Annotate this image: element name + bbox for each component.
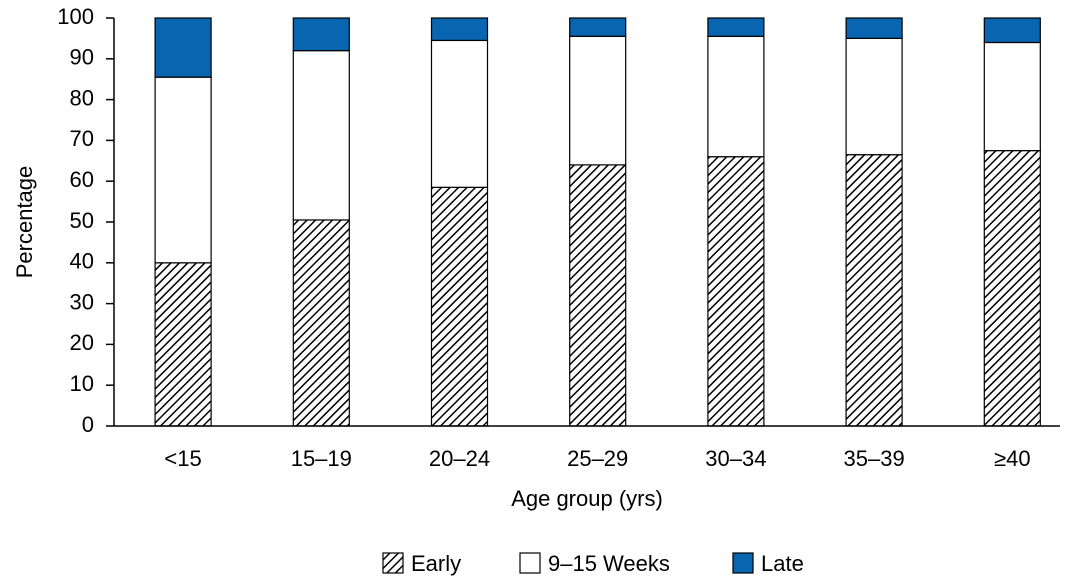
bar-segment bbox=[569, 17, 627, 37]
y-tick-label: 40 bbox=[70, 249, 94, 274]
x-tick-label: 20–24 bbox=[429, 446, 490, 471]
legend-label: Late bbox=[761, 551, 804, 576]
y-tick-label: 90 bbox=[70, 45, 94, 70]
y-tick-label: 20 bbox=[70, 330, 94, 355]
bar-segment bbox=[707, 156, 765, 427]
y-tick-label: 30 bbox=[70, 289, 94, 314]
y-tick-label: 80 bbox=[70, 85, 94, 110]
bar-segment bbox=[845, 154, 903, 427]
y-tick-label: 0 bbox=[82, 412, 94, 437]
legend-label: Early bbox=[411, 551, 461, 576]
x-tick-label: 35–39 bbox=[844, 446, 905, 471]
bar-segment bbox=[845, 37, 903, 156]
bar-segment bbox=[707, 17, 765, 37]
bar-segment bbox=[845, 17, 903, 39]
legend-swatch bbox=[732, 552, 754, 574]
legend-swatch bbox=[382, 552, 404, 574]
legend-swatch bbox=[519, 552, 541, 574]
bar-segment bbox=[154, 76, 212, 264]
x-tick-label: ≥40 bbox=[994, 446, 1031, 471]
y-axis-label: Percentage bbox=[12, 166, 37, 279]
bar-segment bbox=[569, 164, 627, 427]
x-tick-label: 30–34 bbox=[705, 446, 766, 471]
y-tick-label: 100 bbox=[57, 4, 94, 29]
bar-segment bbox=[707, 35, 765, 158]
bar-segment bbox=[430, 186, 489, 427]
bar-segment bbox=[983, 17, 1041, 44]
bar-segment bbox=[292, 50, 350, 221]
y-tick-label: 70 bbox=[70, 126, 94, 151]
x-axis-label: Age group (yrs) bbox=[511, 486, 663, 511]
x-tick-label: <15 bbox=[164, 446, 201, 471]
y-tick-label: 50 bbox=[70, 208, 94, 233]
bar-segment bbox=[154, 262, 212, 427]
legend-label: 9–15 Weeks bbox=[548, 551, 670, 576]
bar-segment bbox=[292, 219, 350, 427]
bar-segment bbox=[430, 17, 489, 42]
bar-segment bbox=[569, 35, 627, 166]
y-tick-label: 60 bbox=[70, 167, 94, 192]
bar-segment bbox=[292, 17, 350, 52]
bar-segment bbox=[983, 41, 1041, 152]
x-tick-label: 15–19 bbox=[291, 446, 352, 471]
bar-segment bbox=[983, 150, 1041, 427]
x-tick-label: 25–29 bbox=[567, 446, 628, 471]
y-tick-label: 10 bbox=[70, 371, 94, 396]
bar-segment bbox=[430, 39, 489, 188]
bar-segment bbox=[154, 17, 212, 78]
